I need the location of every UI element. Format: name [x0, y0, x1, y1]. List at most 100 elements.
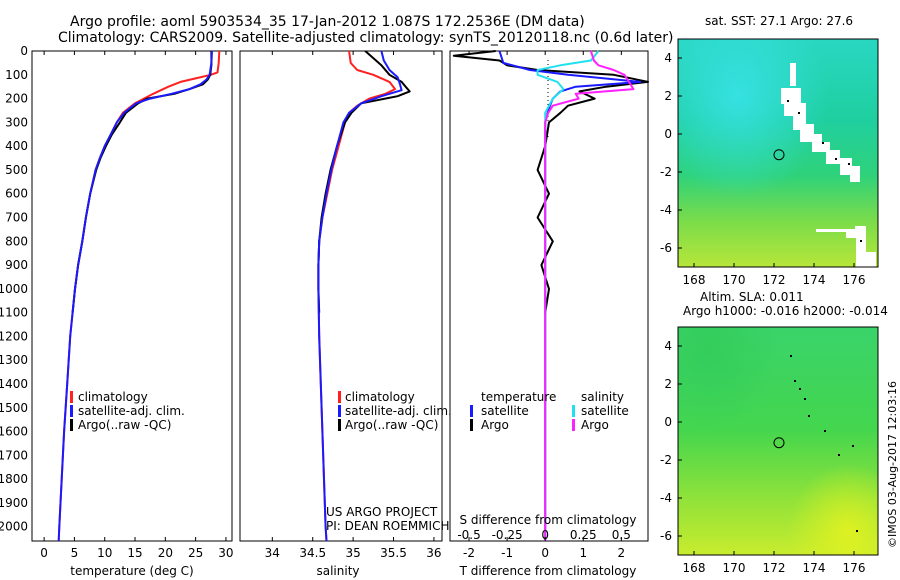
- map-x-tick-label: 176: [843, 273, 866, 287]
- depth-tick-label: 700: [5, 211, 28, 225]
- depth-tick-label: 2000: [0, 520, 28, 534]
- legend-label-argo: Argo(..raw -QC): [345, 418, 438, 432]
- x-tick-label: 15: [127, 546, 142, 560]
- sla-map: Altim. SLA: 0.011 Argo h1000: -0.016 h20…: [660, 290, 888, 575]
- legend-swatch-satellite: [70, 405, 73, 417]
- sst-speck: [848, 163, 850, 165]
- legend-swatch-s-satellite: [572, 405, 575, 417]
- x2-tick-label: -0.25: [492, 528, 523, 542]
- map-y-tick-label: 4: [664, 51, 672, 65]
- map-x-tick-label: 172: [763, 561, 786, 575]
- sst-speck: [798, 112, 800, 114]
- sla-dot: [856, 530, 858, 532]
- depth-tick-label: 200: [5, 92, 28, 106]
- x-tick-label: 0: [541, 546, 549, 560]
- map-y-tick-label: -2: [660, 165, 672, 179]
- depth-tick-label: 600: [5, 187, 28, 201]
- x-tick-label: -1: [501, 546, 513, 560]
- legend-swatch-t-satellite: [470, 405, 473, 417]
- project-annotation: US ARGO PROJECT: [326, 505, 438, 519]
- depth-axis: 0 100 200 300 400 500 600 700 800 900 1000 1100 1200…: [0, 44, 648, 534]
- legend-swatch-satellite: [338, 405, 341, 417]
- x-tick-label: 36: [426, 546, 441, 560]
- x-tick-label: 34: [265, 546, 280, 560]
- figure-title-line2: Climatology: CARS2009. Satellite-adjuste…: [58, 30, 673, 46]
- temperature-panel: 0 5 10 15 20 25 30 temperature (deg C) climato…: [31, 50, 234, 578]
- x-tick-label: 25: [188, 546, 203, 560]
- map-y-tick-label: 0: [664, 127, 672, 141]
- map-y-tick-label: -4: [660, 203, 672, 217]
- depth-tick-label: 1000: [0, 282, 28, 296]
- sla-dot: [790, 355, 792, 357]
- legend-label-t-argo: Argo: [481, 418, 509, 432]
- imos-watermark: ©IMOS 03-Aug-2017 12:03:16: [886, 381, 899, 548]
- legend-swatch-argo: [70, 419, 73, 431]
- depth-tick-label: 400: [5, 139, 28, 153]
- legend-swatch-climatology: [338, 391, 341, 403]
- legend-label-s-argo: Argo: [581, 418, 609, 432]
- x2-tick-label: 0: [541, 528, 549, 542]
- sst-map: sat. SST: 27.1 Argo: 27.6 168 170 172 174 17…: [660, 14, 879, 287]
- depth-tick-label: 800: [5, 234, 28, 248]
- x-tick-label: 30: [218, 546, 233, 560]
- depth-tick-label: 0: [20, 44, 28, 58]
- sla-map-subtitle: Argo h1000: -0.016 h2000: -0.014: [683, 304, 888, 318]
- x-tick-label: 10: [97, 546, 112, 560]
- x2-tick-label: -0.5: [457, 528, 480, 542]
- depth-tick-label: 1300: [0, 353, 28, 367]
- map-y-tick-label: 0: [664, 415, 672, 429]
- map-x-tick-label: 168: [683, 561, 706, 575]
- sst-speck: [835, 158, 837, 160]
- legend-label-s-satellite: satellite: [581, 404, 629, 418]
- depth-tick-label: 100: [5, 68, 28, 82]
- legend-swatch-t-argo: [470, 419, 473, 431]
- legend-swatch-argo: [338, 419, 341, 431]
- salinity-plot-frame: [239, 50, 443, 542]
- depth-tick-label: 500: [5, 163, 28, 177]
- legend-title-temperature: temperature: [481, 390, 556, 404]
- sla-map-title: Altim. SLA: 0.011: [700, 290, 804, 304]
- map-x-tick-label: 168: [683, 273, 706, 287]
- x-tick-label: 35: [345, 546, 360, 560]
- temperature-legend: climatology satellite-adj. clim. Argo(..…: [70, 390, 185, 432]
- map-y-tick-label: -2: [660, 453, 672, 467]
- x-tick-label: 34.5: [299, 546, 326, 560]
- sla-track-dots: [790, 355, 858, 532]
- map-x-tick-label: 176: [843, 561, 866, 575]
- map-x-tick-label: 174: [803, 273, 826, 287]
- x-tick-label: 35.5: [380, 546, 407, 560]
- depth-tick-label: 1900: [0, 496, 28, 510]
- legend-label-satellite: satellite-adj. clim.: [78, 404, 185, 418]
- depth-tick-label: 1100: [0, 306, 28, 320]
- legend-swatch-s-argo: [572, 419, 575, 431]
- sst-map-frame: [677, 38, 879, 268]
- argo-location-marker: [773, 149, 785, 161]
- difference-x2label: S difference from climatology: [460, 513, 637, 527]
- depth-tick-label: 1800: [0, 472, 28, 486]
- sst-speck: [822, 142, 824, 144]
- legend-swatch-climatology: [70, 391, 73, 403]
- legend-label-climatology: climatology: [345, 390, 415, 404]
- sla-map-frame: [677, 326, 879, 556]
- sla-dot: [838, 454, 840, 456]
- series-line-satellite: [317, 50, 403, 542]
- x-tick-label: -2: [463, 546, 475, 560]
- difference-plot-frame: [449, 50, 649, 542]
- sst-speck: [860, 240, 862, 242]
- legend-label-climatology: climatology: [78, 390, 148, 404]
- map-x-tick-label: 174: [803, 561, 826, 575]
- x2-tick-label: 0.5: [612, 528, 631, 542]
- depth-tick-label: 900: [5, 258, 28, 272]
- map-y-tick-label: 4: [664, 339, 672, 353]
- sla-dot: [808, 415, 810, 417]
- difference-legend-temperature: temperature satellite Argo: [470, 390, 556, 432]
- figure-title-line1: Argo profile: aoml 5903534_35 17-Jan-201…: [70, 14, 585, 30]
- depth-tick-label: 1500: [0, 401, 28, 415]
- sla-map-field-highlight-b: [678, 327, 878, 555]
- map-y-tick-label: -4: [660, 491, 672, 505]
- sla-dot: [804, 398, 806, 400]
- x-tick-label: 0: [40, 546, 48, 560]
- map-y-tick-label: 2: [664, 89, 672, 103]
- map-x-tick-label: 172: [763, 273, 786, 287]
